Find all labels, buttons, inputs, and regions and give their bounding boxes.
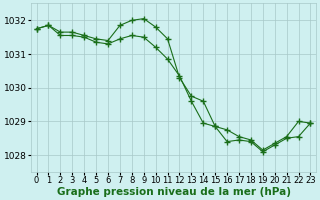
X-axis label: Graphe pression niveau de la mer (hPa): Graphe pression niveau de la mer (hPa)	[57, 187, 291, 197]
